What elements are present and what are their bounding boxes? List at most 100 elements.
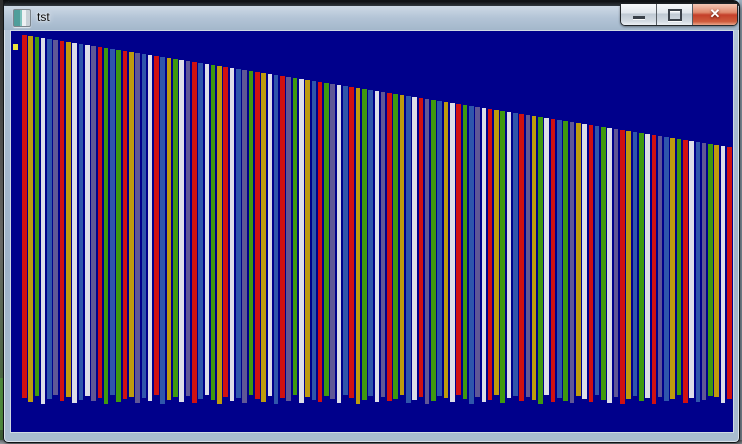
bar xyxy=(267,74,273,396)
bar xyxy=(727,147,732,399)
bar xyxy=(424,99,430,404)
bar xyxy=(229,68,235,401)
bar xyxy=(538,117,543,404)
bar xyxy=(682,140,688,403)
window-top-edge xyxy=(4,1,739,6)
bar xyxy=(701,143,707,400)
bar xyxy=(59,41,65,401)
bar xyxy=(273,75,279,404)
bar xyxy=(513,113,518,396)
bar xyxy=(110,49,115,395)
bar xyxy=(563,121,568,401)
bar xyxy=(443,102,449,398)
bar xyxy=(676,139,682,395)
bar xyxy=(147,55,153,401)
bar xyxy=(166,58,172,400)
bar xyxy=(286,77,291,401)
minimize-icon xyxy=(632,16,645,19)
bar xyxy=(47,39,52,399)
bar xyxy=(185,61,191,396)
bar xyxy=(720,146,726,403)
bar xyxy=(116,50,121,402)
bar xyxy=(714,145,720,397)
desktop-background-left xyxy=(0,0,3,444)
bar xyxy=(78,44,84,400)
bar xyxy=(84,45,90,396)
bar xyxy=(607,128,613,403)
bar xyxy=(487,109,493,400)
bar xyxy=(72,43,77,403)
window-title: tst xyxy=(37,10,50,24)
bar xyxy=(664,137,669,401)
bar xyxy=(557,120,562,398)
bar xyxy=(343,86,348,395)
desktop-background-bottom-left xyxy=(0,378,4,430)
maximize-icon xyxy=(667,8,682,21)
close-button[interactable]: ✕ xyxy=(693,4,737,25)
bar xyxy=(28,36,33,402)
bar xyxy=(475,107,480,397)
bar xyxy=(204,64,210,395)
bar xyxy=(97,47,103,398)
bar xyxy=(651,135,657,404)
bar xyxy=(519,114,524,401)
bar-chart xyxy=(11,31,733,432)
app-icon[interactable] xyxy=(13,9,31,27)
bar xyxy=(298,79,304,403)
bar xyxy=(40,38,46,404)
bar xyxy=(638,133,644,401)
bar xyxy=(91,46,96,401)
bar xyxy=(198,63,203,399)
bar xyxy=(525,115,531,397)
bar xyxy=(506,112,512,398)
bar xyxy=(210,65,216,400)
maximize-button[interactable] xyxy=(657,4,693,25)
bar xyxy=(387,93,392,401)
bar xyxy=(418,98,424,397)
bar xyxy=(468,106,474,404)
client-area xyxy=(10,30,734,433)
bar xyxy=(173,59,178,397)
bar xyxy=(431,100,436,401)
bar xyxy=(305,80,310,397)
bar xyxy=(601,127,606,400)
bar xyxy=(550,119,556,402)
bar xyxy=(330,84,336,399)
yellow-mark xyxy=(13,44,18,50)
bar xyxy=(437,101,443,396)
bar xyxy=(500,111,505,403)
bar xyxy=(531,116,537,400)
bar xyxy=(494,110,499,395)
bar xyxy=(292,78,298,395)
bar xyxy=(544,118,550,395)
bar xyxy=(355,88,361,404)
bar xyxy=(481,108,487,402)
minimize-button[interactable] xyxy=(621,4,657,25)
bar xyxy=(361,89,367,400)
bar xyxy=(103,48,109,404)
bar xyxy=(336,85,342,403)
bar xyxy=(154,56,159,395)
bar xyxy=(569,122,575,403)
bar xyxy=(708,144,713,396)
close-icon: ✕ xyxy=(709,6,721,21)
bar xyxy=(236,69,241,398)
bar xyxy=(217,66,222,404)
bar xyxy=(179,60,184,402)
bar xyxy=(626,131,631,399)
titlebar[interactable]: tst xyxy=(4,6,739,30)
bar xyxy=(374,91,380,402)
bar xyxy=(280,76,285,398)
bar xyxy=(368,90,373,396)
bar xyxy=(34,37,40,396)
bar xyxy=(66,42,71,397)
bar xyxy=(689,141,694,398)
bar xyxy=(135,53,140,403)
window-tst: tst ✕ xyxy=(3,0,740,443)
bar xyxy=(613,129,619,397)
bar xyxy=(657,136,663,397)
bar xyxy=(399,95,405,395)
bar xyxy=(670,138,675,399)
bar xyxy=(620,130,625,404)
